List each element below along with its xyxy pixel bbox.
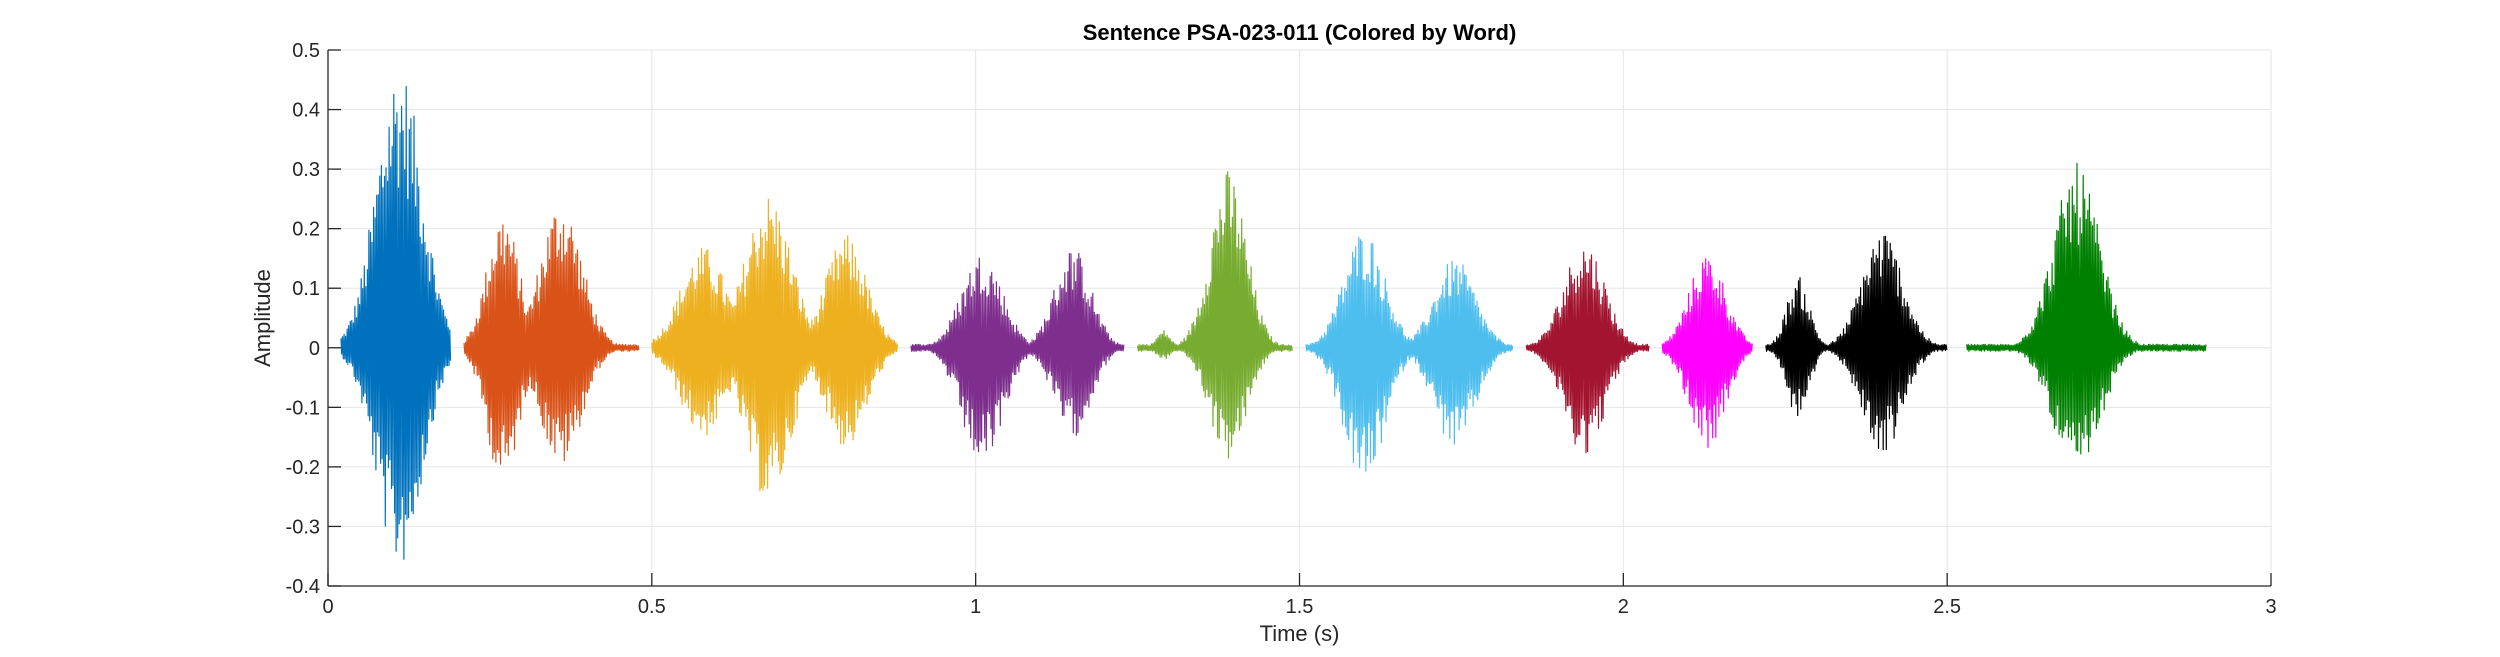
y-tick-label: -0.1 — [286, 397, 320, 419]
y-axis-label: Amplitude — [250, 269, 275, 367]
x-tick-label: 0 — [322, 596, 333, 618]
y-tick-label: -0.3 — [286, 516, 320, 538]
word-waveform-2 — [463, 217, 640, 465]
y-tick-label: 0.3 — [292, 159, 320, 181]
y-tick-label: 0 — [309, 338, 320, 360]
x-axis-label: Time (s) — [1260, 621, 1340, 646]
word-waveform-6 — [1305, 236, 1514, 472]
x-tick-label: 2 — [1618, 596, 1629, 618]
x-tick-label: 1.5 — [1286, 596, 1314, 618]
y-tick-label: 0.2 — [292, 219, 320, 241]
y-tick-label: -0.2 — [286, 457, 320, 479]
word-waveform-8 — [1661, 258, 1753, 448]
word-waveform-7 — [1525, 251, 1650, 454]
x-tick-label: 3 — [2265, 596, 2276, 618]
word-waveform-1 — [340, 85, 452, 560]
y-tick-label: -0.4 — [286, 576, 320, 598]
x-tick-label: 2.5 — [1933, 596, 1961, 618]
word-waveform-3 — [651, 198, 898, 492]
x-tick-label: 1 — [970, 596, 981, 618]
word-waveform-5 — [1137, 171, 1293, 459]
y-tick-label: 0.5 — [292, 40, 320, 62]
y-tick-label: 0.1 — [292, 278, 320, 300]
y-tick-label: 0.4 — [292, 100, 320, 122]
chart-title: Sentence PSA-023-011 (Colored by Word) — [1083, 20, 1517, 45]
x-tick-label: 0.5 — [638, 596, 666, 618]
word-waveform-4 — [910, 252, 1125, 453]
grid — [328, 49, 2272, 586]
ticks: 0 0.5 1 1.5 2 2.5 3 -0.4 -0.3 -0.2 -0.1 0 0.1 0.2 0.3 0… — [286, 40, 2277, 618]
word-waveform-9 — [1765, 235, 1948, 451]
waveform-series — [340, 85, 2207, 560]
word-waveform-10 — [1966, 162, 2207, 455]
